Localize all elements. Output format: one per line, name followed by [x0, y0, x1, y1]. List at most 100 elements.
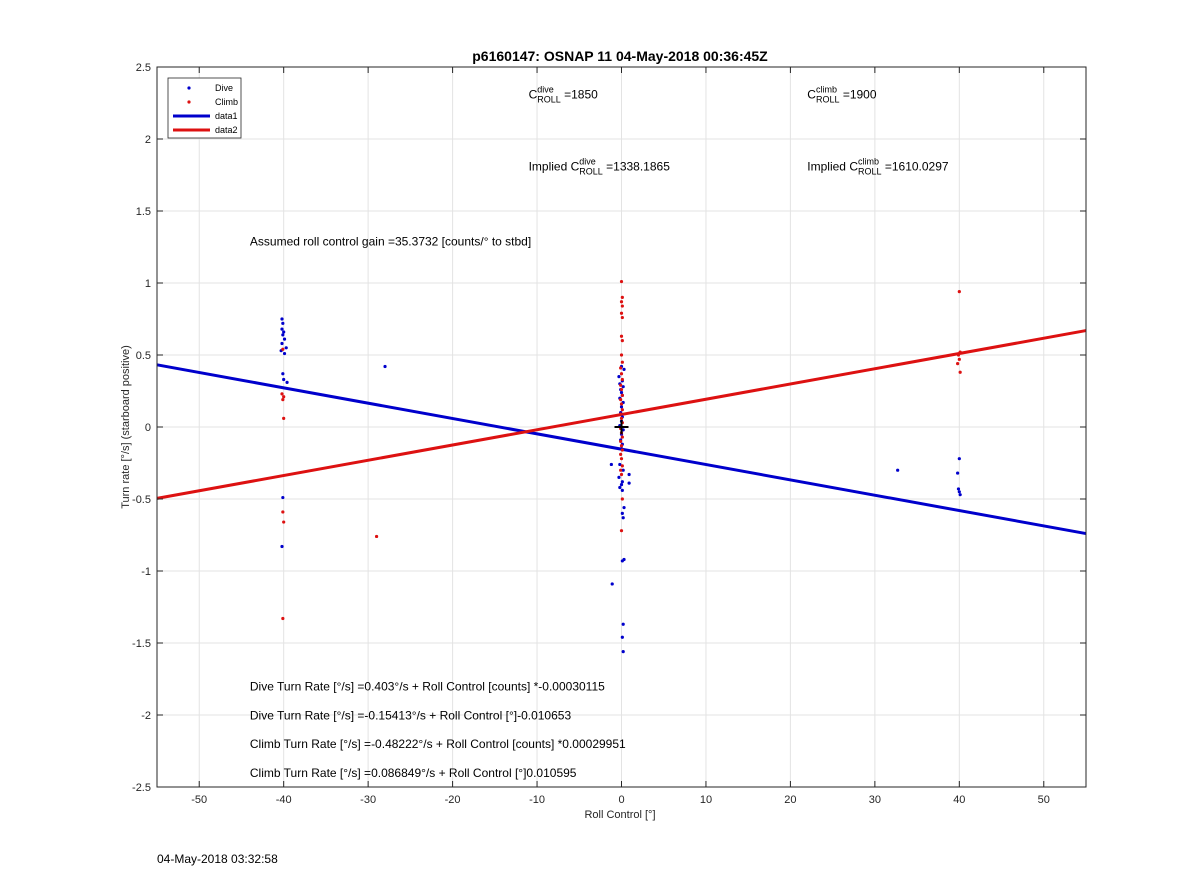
dive-point	[896, 468, 900, 472]
dive-point	[610, 582, 614, 586]
x-tick-label: 20	[784, 794, 796, 806]
x-tick-label: -40	[276, 794, 292, 806]
x-tick-label: -50	[191, 794, 207, 806]
legend-label: Climb	[215, 97, 238, 107]
climb-point	[619, 366, 623, 370]
climb-point	[958, 370, 962, 374]
climb-point	[620, 339, 624, 343]
climb-point	[619, 353, 624, 357]
annotation-part: ROLL	[537, 95, 561, 105]
annotation-part: C	[807, 88, 816, 102]
annotation-part: Dive Turn Rate [°/s] =-0.15413°/s + Roll…	[250, 708, 572, 722]
climb-point	[956, 362, 960, 366]
dive-point	[282, 377, 286, 382]
y-tick-label: 2	[145, 134, 151, 146]
dive-point	[618, 485, 622, 490]
legend: Dive Climb data1 data2	[167, 77, 242, 139]
climb-point	[280, 392, 284, 396]
dive-point	[619, 390, 624, 395]
legend-marker	[187, 86, 191, 90]
climb-point	[620, 435, 624, 439]
annotation-part: Implied C	[807, 160, 858, 174]
dive-point	[280, 341, 284, 346]
annotation-part: dive	[537, 85, 554, 95]
annotation-eq4: Climb Turn Rate [°/s] =0.086849°/s + Rol…	[250, 766, 577, 780]
annotation-part: =1610.0297	[882, 160, 949, 174]
x-tick-label: -30	[360, 794, 376, 806]
dive-point	[617, 475, 621, 479]
annotation-eq3: Climb Turn Rate [°/s] =-0.48222°/s + Rol…	[250, 737, 626, 751]
annotation-c-climb: Cclimb ROLL =1900	[807, 85, 877, 105]
x-tick-label: -20	[445, 794, 461, 806]
climb-point	[619, 529, 624, 533]
annotation-eq2: Dive Turn Rate [°/s] =-0.15413°/s + Roll…	[250, 708, 572, 722]
climb-point	[619, 300, 624, 304]
annotation-part: climb	[816, 85, 837, 95]
annotation-part: ROLL	[858, 167, 882, 177]
annotation-part: =1900	[839, 88, 876, 102]
climb-point	[620, 304, 624, 308]
x-tick-label: 0	[618, 794, 624, 806]
climb-point	[620, 408, 624, 412]
x-tick-label: -10	[529, 794, 545, 806]
climb-point	[619, 457, 624, 461]
dive-point	[280, 327, 284, 331]
climb-point	[619, 472, 624, 477]
dive-point	[621, 516, 625, 520]
annotation-part: =1850	[561, 88, 598, 102]
dive-point	[281, 372, 285, 376]
dive-point	[956, 471, 960, 475]
climb-point	[281, 398, 285, 402]
dive-point	[621, 385, 625, 389]
climb-point	[620, 360, 624, 364]
dive-point	[620, 480, 624, 484]
climb-point	[957, 357, 961, 361]
annotation-part: Climb Turn Rate [°/s] =-0.48222°/s + Rol…	[250, 737, 626, 751]
footer-timestamp: 04-May-2018 03:32:58	[157, 852, 278, 866]
dive-point	[620, 635, 624, 639]
y-axis-label: Turn rate [°/s] (starboard positive)	[120, 345, 132, 509]
legend-box	[167, 77, 242, 139]
annotation-part: climb	[858, 157, 879, 167]
annotation-part: Dive Turn Rate [°/s] =0.403°/s + Roll Co…	[250, 680, 605, 694]
dive-point	[609, 462, 613, 467]
climb-point	[282, 416, 286, 420]
chart-title: p6160147: OSNAP 11 04-May-2018 00:36:45Z	[472, 48, 768, 64]
dive-point	[956, 487, 961, 491]
dive-point	[620, 559, 624, 563]
climb-point	[956, 353, 961, 357]
climb-point	[619, 398, 623, 402]
x-tick-label: 10	[700, 794, 712, 806]
dive-point	[958, 493, 962, 497]
legend-label: data2	[215, 125, 238, 135]
y-tick-label: -2.5	[132, 782, 151, 794]
dive-point	[621, 650, 625, 654]
climb-point	[620, 295, 624, 299]
climb-point	[619, 402, 624, 406]
climb-point	[619, 444, 624, 448]
dive-point	[282, 337, 287, 341]
dive-point	[620, 511, 624, 515]
dive-point	[619, 483, 624, 487]
annotation-implied-climb: Implied Cclimb ROLL =1610.0297	[807, 157, 949, 177]
legend-label: data1	[215, 111, 238, 121]
climb-point	[620, 315, 624, 320]
dive-point	[957, 457, 961, 461]
climb-point	[619, 311, 624, 315]
x-tick-label: 30	[869, 794, 881, 806]
climb-point	[958, 350, 962, 354]
climb-point	[281, 616, 285, 621]
dive-point	[617, 375, 621, 379]
climb-point	[619, 412, 623, 416]
y-tick-label: -1	[141, 566, 151, 578]
y-tick-label: 1	[145, 278, 151, 290]
climb-point	[957, 290, 961, 294]
dive-point	[620, 488, 624, 492]
dive-point	[619, 405, 624, 409]
climb-point	[619, 439, 623, 443]
y-tick-label: 0.5	[136, 350, 151, 362]
dive-point	[622, 506, 626, 510]
annotation-part: Assumed roll control gain =35.3732 [coun…	[250, 235, 531, 249]
climb-point	[619, 416, 624, 420]
